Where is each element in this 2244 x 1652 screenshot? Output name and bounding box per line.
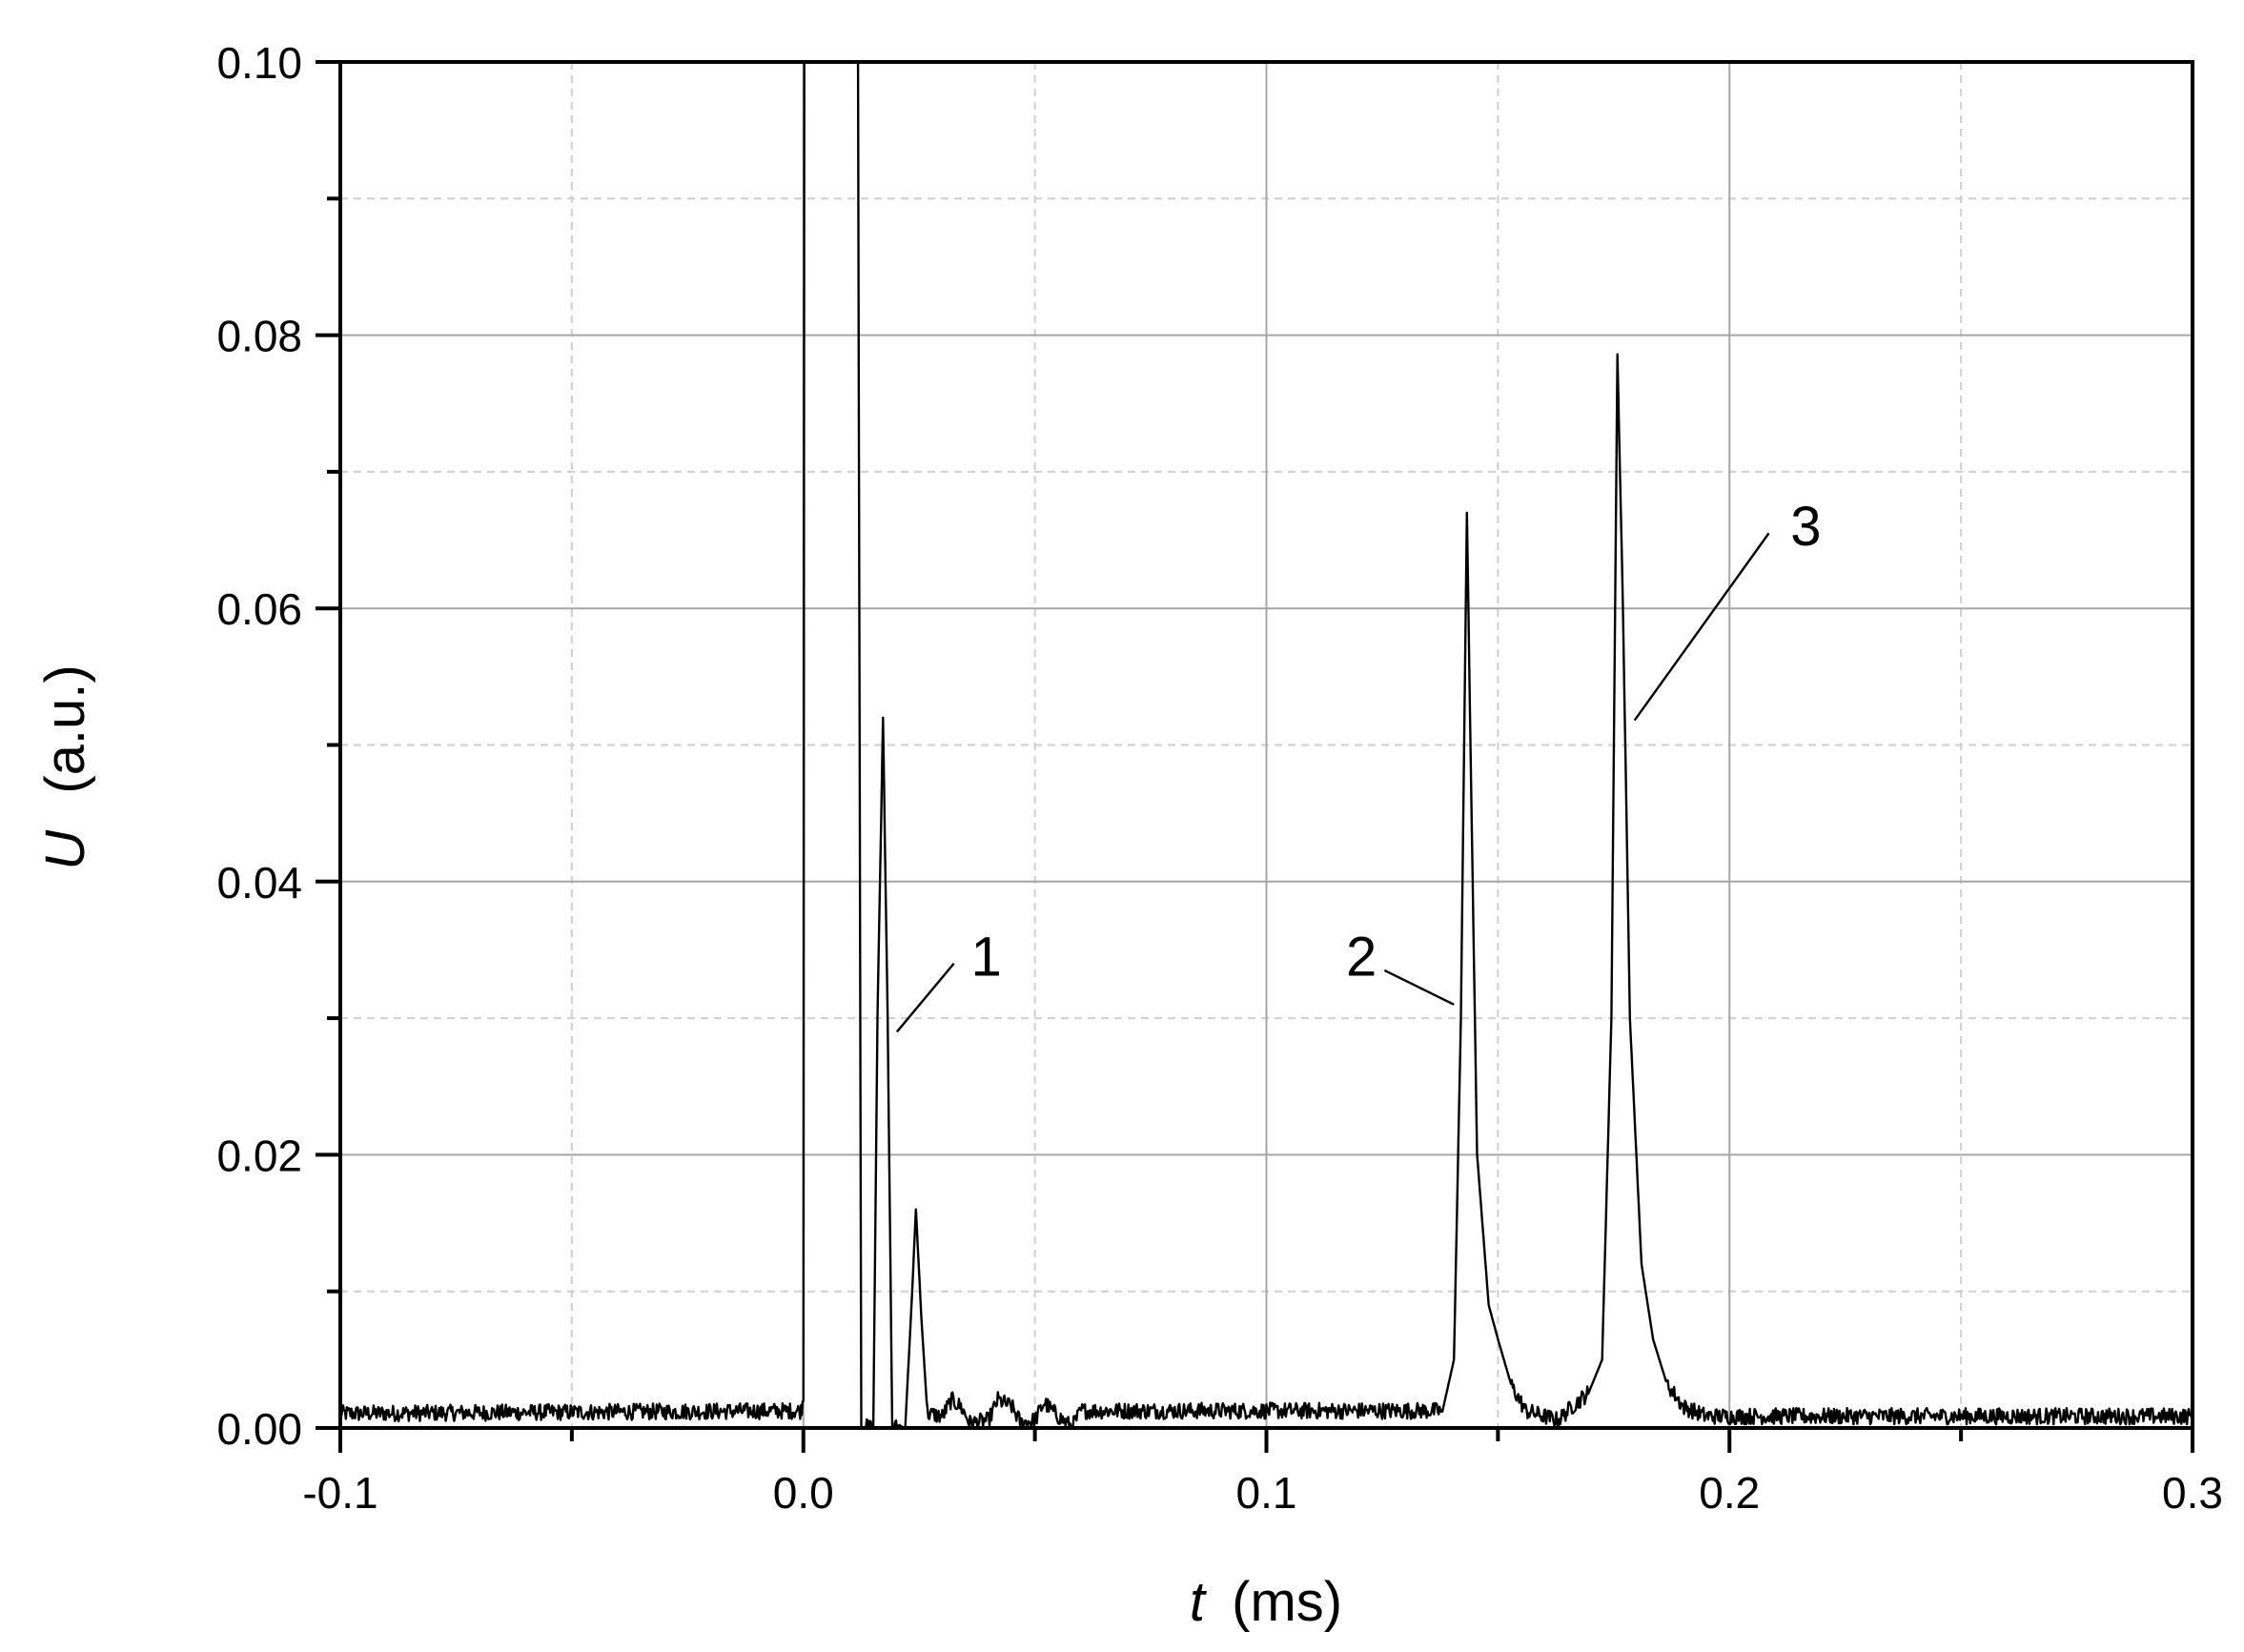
y-tick-label-0: 0.00 <box>216 1404 302 1454</box>
y-tick-label-3: 0.06 <box>216 584 302 634</box>
annotations: 1 2 3 <box>895 496 1822 1033</box>
x-tick-label-3: 0.2 <box>1699 1468 1760 1518</box>
signal-line <box>338 60 2193 1430</box>
y-tick-label-4: 0.08 <box>216 312 302 361</box>
x-tick-label-2: 0.1 <box>1236 1468 1297 1518</box>
x-axis-unit: (ms) <box>1232 1571 1342 1633</box>
x-tick-label-1: 0.0 <box>773 1468 834 1518</box>
y-axis-unit: (a.u.) <box>34 664 96 793</box>
signal-series <box>338 60 2193 1430</box>
y-tick-label-5: 0.10 <box>216 38 302 88</box>
y-axis-title: U (a.u.) <box>34 664 96 869</box>
annotation-leader-1 <box>895 963 955 1033</box>
x-tick-label-4: 0.3 <box>2162 1468 2223 1518</box>
x-axis-symbol: t <box>1190 1571 1208 1633</box>
axis-ticks <box>316 60 2194 1453</box>
y-tick-labels: 0.00 0.02 0.04 0.06 0.08 0.10 <box>216 38 302 1454</box>
annotation-label-1: 1 <box>970 927 1001 989</box>
x-tick-labels: -0.1 0.0 0.1 0.2 0.3 <box>302 1468 2223 1518</box>
annotation-label-2: 2 <box>1346 927 1377 989</box>
y-tick-label-2: 0.04 <box>216 858 302 908</box>
x-tick-label-0: -0.1 <box>302 1468 377 1518</box>
y-tick-label-1: 0.02 <box>216 1131 302 1180</box>
y-axis-symbol: U <box>34 829 96 870</box>
annotation-leader-3 <box>1633 532 1770 722</box>
annotation-leader-2 <box>1383 969 1455 1006</box>
annotation-label-3: 3 <box>1790 496 1821 558</box>
x-axis-title: t (ms) <box>1190 1571 1342 1633</box>
